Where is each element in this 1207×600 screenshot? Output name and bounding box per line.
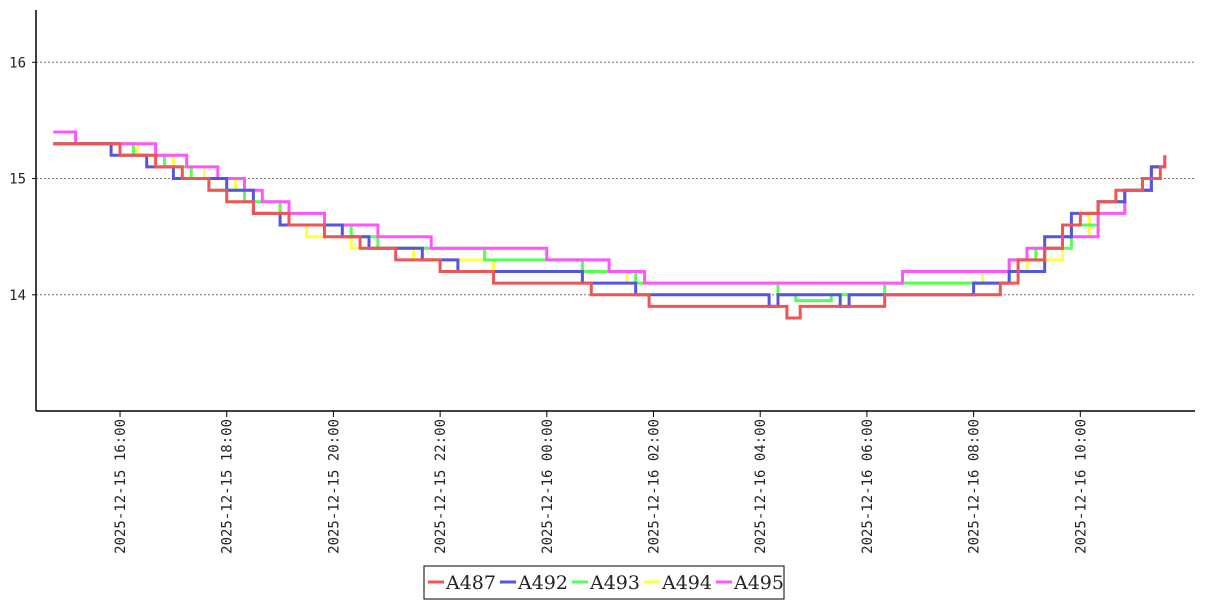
legend-item-a494: A494 — [644, 572, 712, 594]
x-tick-label: 2025-12-16 08:00 — [967, 419, 983, 554]
axes: 14 15 16 2025-12-15 16:00 2025-12-15 18:00 20… — [9, 10, 1195, 554]
series-line-a493 — [53, 142, 1165, 303]
legend-item-a495: A495 — [716, 572, 784, 594]
x-tick-label: 2025-12-16 02:00 — [647, 419, 663, 554]
x-tick-label: 2025-12-15 20:00 — [326, 419, 342, 554]
legend-label: A487 — [445, 572, 496, 594]
x-tick-label: 2025-12-15 16:00 — [113, 419, 129, 554]
series-line-a492 — [53, 142, 1165, 308]
series-lines — [53, 130, 1167, 320]
x-tick-label: 2025-12-16 10:00 — [1073, 419, 1089, 554]
legend-label: A494 — [661, 572, 712, 594]
legend-label: A492 — [517, 572, 568, 594]
x-tick-label: 2025-12-16 04:00 — [753, 419, 769, 554]
y-tick-label: 14 — [9, 288, 26, 304]
legend-label: A495 — [733, 572, 784, 594]
legend-item-a487: A487 — [428, 572, 496, 594]
x-tick-label: 2025-12-16 00:00 — [540, 419, 556, 554]
x-tick-label: 2025-12-16 06:00 — [860, 419, 876, 554]
x-tick-label: 2025-12-15 18:00 — [220, 419, 236, 554]
legend-item-a493: A493 — [572, 572, 640, 594]
legend-label: A493 — [589, 572, 640, 594]
legend-item-a492: A492 — [500, 572, 568, 594]
series-line-a487 — [53, 142, 1167, 320]
series-line-a495 — [53, 130, 1167, 285]
legend: A487 A492 A493 A494 A495 — [423, 565, 785, 600]
y-tick-label: 16 — [9, 55, 26, 71]
x-tick-label: 2025-12-15 22:00 — [433, 419, 449, 554]
y-tick-label: 15 — [9, 172, 26, 188]
